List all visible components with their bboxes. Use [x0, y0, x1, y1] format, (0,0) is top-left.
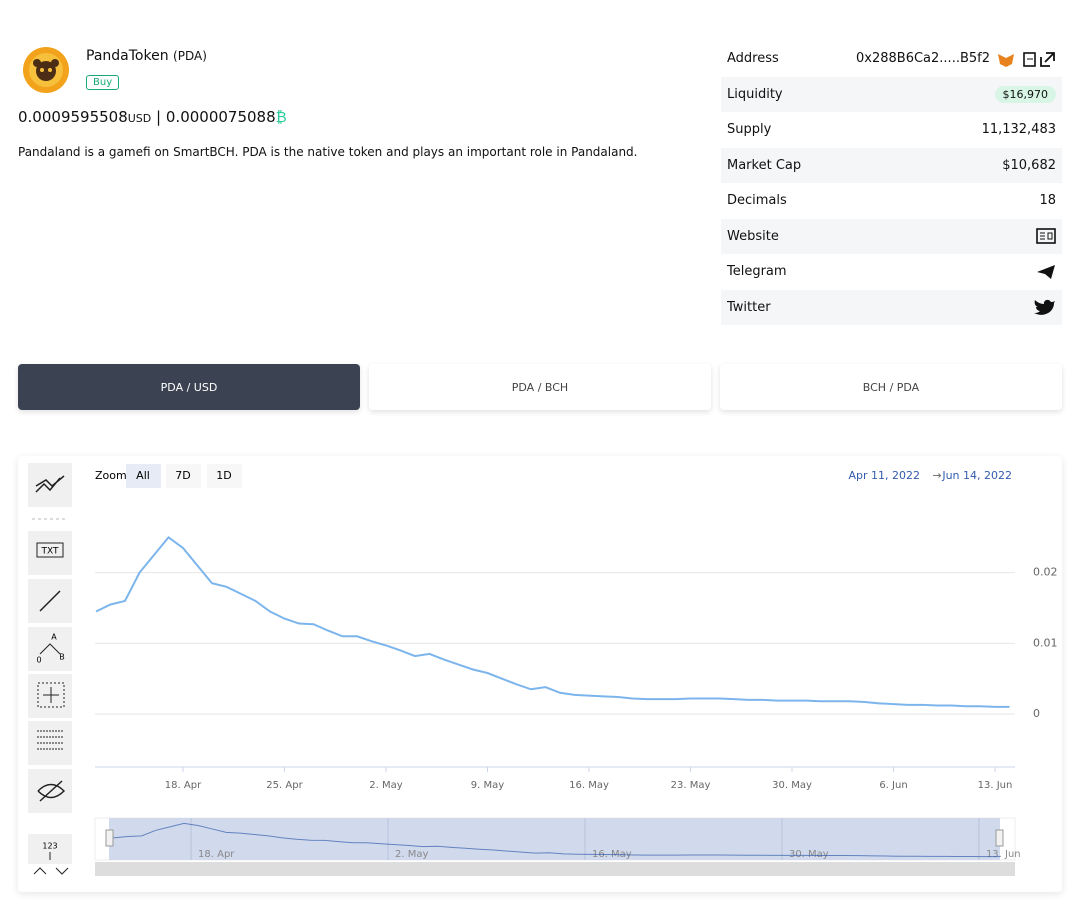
- price-usd: 0.0009595508: [18, 108, 128, 126]
- info-row: Supply 11,132,483: [721, 112, 1062, 147]
- info-value[interactable]: [1036, 228, 1056, 244]
- separator: |: [156, 108, 162, 126]
- buy-button[interactable]: Buy: [86, 75, 120, 90]
- tab[interactable]: BCH / PDA: [720, 364, 1062, 410]
- navigator-label: 13. Jun: [986, 849, 1021, 860]
- info-label: Website: [727, 228, 779, 244]
- zoom-button-label[interactable]: 7D: [175, 469, 190, 482]
- info-label: Market Cap: [727, 157, 802, 173]
- zoom-button-label[interactable]: 1D: [216, 469, 231, 482]
- info-label: Supply: [727, 122, 772, 137]
- x-tick-label: 6. Jun: [879, 780, 907, 791]
- info-row: Telegram: [721, 254, 1062, 289]
- navigator-handle[interactable]: [995, 829, 1004, 847]
- info-value[interactable]: [1034, 298, 1056, 316]
- x-tick-label: 18. Apr: [165, 780, 202, 791]
- info-row: Decimals 18: [721, 183, 1062, 218]
- info-label: Address: [727, 51, 779, 66]
- tool-label: 123: [42, 842, 57, 851]
- x-tick-label: 13. Jun: [978, 780, 1013, 791]
- x-tick-label: 2. May: [369, 780, 402, 791]
- info-value-text: 18: [1039, 193, 1056, 208]
- info-value-text: 0x288B6Ca2.....B5f2: [856, 51, 990, 66]
- info-value: 0x288B6Ca2.....B5f2: [856, 50, 1056, 68]
- usd: USD: [127, 112, 152, 125]
- navigator-label: 2. May: [395, 849, 428, 860]
- info-value-text: $10,682: [1002, 157, 1056, 173]
- price-bch: 0.0000075088: [165, 108, 276, 126]
- x-tick-label: 25. Apr: [266, 780, 303, 791]
- y-tick-label: 0.01: [1033, 636, 1058, 649]
- zoom-label: Zoom: [95, 469, 127, 482]
- info-value: $10,682: [1002, 158, 1056, 173]
- info-value[interactable]: [1036, 264, 1056, 280]
- zoom-button[interactable]: [126, 464, 161, 488]
- range-arrow: →: [932, 469, 941, 482]
- info-row: Market Cap $10,682: [721, 147, 1062, 183]
- range-from[interactable]: Apr 11, 2022: [848, 469, 920, 482]
- price-line: [95, 535, 1010, 708]
- zoom-button-label[interactable]: All: [136, 469, 150, 482]
- bch-symbol: ₿: [275, 108, 287, 126]
- x-tick-label: 9. May: [471, 780, 504, 791]
- x-tick-label: 30. May: [772, 780, 812, 791]
- zoom-button[interactable]: [166, 464, 201, 488]
- y-tick-label: 0: [1033, 707, 1040, 720]
- info-label: Liquidity: [727, 86, 783, 102]
- token-logo: [23, 47, 69, 93]
- x-tick-label: 16. May: [569, 780, 609, 791]
- tool-label: B: [59, 653, 65, 662]
- tab[interactable]: PDA / USD: [18, 364, 360, 410]
- navigator-mask[interactable]: [109, 818, 1000, 860]
- info-value: $16,970: [994, 85, 1056, 103]
- name: PandaToken: [86, 48, 169, 64]
- tool-label: TXT: [40, 547, 59, 557]
- tool-label: 0: [36, 656, 41, 665]
- info-value-text: $16,970: [994, 85, 1056, 103]
- tab[interactable]: PDA / BCH: [369, 364, 711, 410]
- x-tick-label: 23. May: [671, 780, 711, 791]
- navigator-label: 30. May: [789, 849, 829, 860]
- info-row: Address 0x288B6Ca2.....B5f2: [721, 41, 1062, 76]
- info-value: 18: [1039, 193, 1056, 208]
- info-row: Website: [721, 218, 1062, 254]
- info-label: Decimals: [727, 193, 787, 208]
- info-row: Twitter: [721, 289, 1062, 325]
- description: Pandaland is a gamefi on SmartBCH. PDA i…: [18, 145, 638, 159]
- info-row: Liquidity $16,970: [721, 76, 1062, 112]
- address-icons[interactable]: [996, 50, 1056, 68]
- navigator-handle[interactable]: [105, 829, 114, 847]
- info-value: 11,132,483: [982, 122, 1056, 137]
- range-to[interactable]: Jun 14, 2022: [941, 469, 1012, 482]
- info-label: Telegram: [727, 264, 787, 279]
- tool-label: A: [51, 633, 57, 642]
- price: 0.0009595508USD | 0.0000075088₿: [18, 108, 287, 126]
- y-tick-label: 0.02: [1033, 566, 1058, 579]
- symbol: (PDA): [173, 49, 207, 63]
- scrollbar[interactable]: [95, 862, 1015, 876]
- navigator-label: 18. Apr: [198, 849, 235, 860]
- info-label: Twitter: [727, 299, 771, 315]
- navigator-line: [113, 822, 1001, 858]
- token-name: PandaToken (PDA): [86, 48, 207, 64]
- info-value-text: 11,132,483: [981, 122, 1056, 137]
- zoom-button[interactable]: [207, 464, 242, 488]
